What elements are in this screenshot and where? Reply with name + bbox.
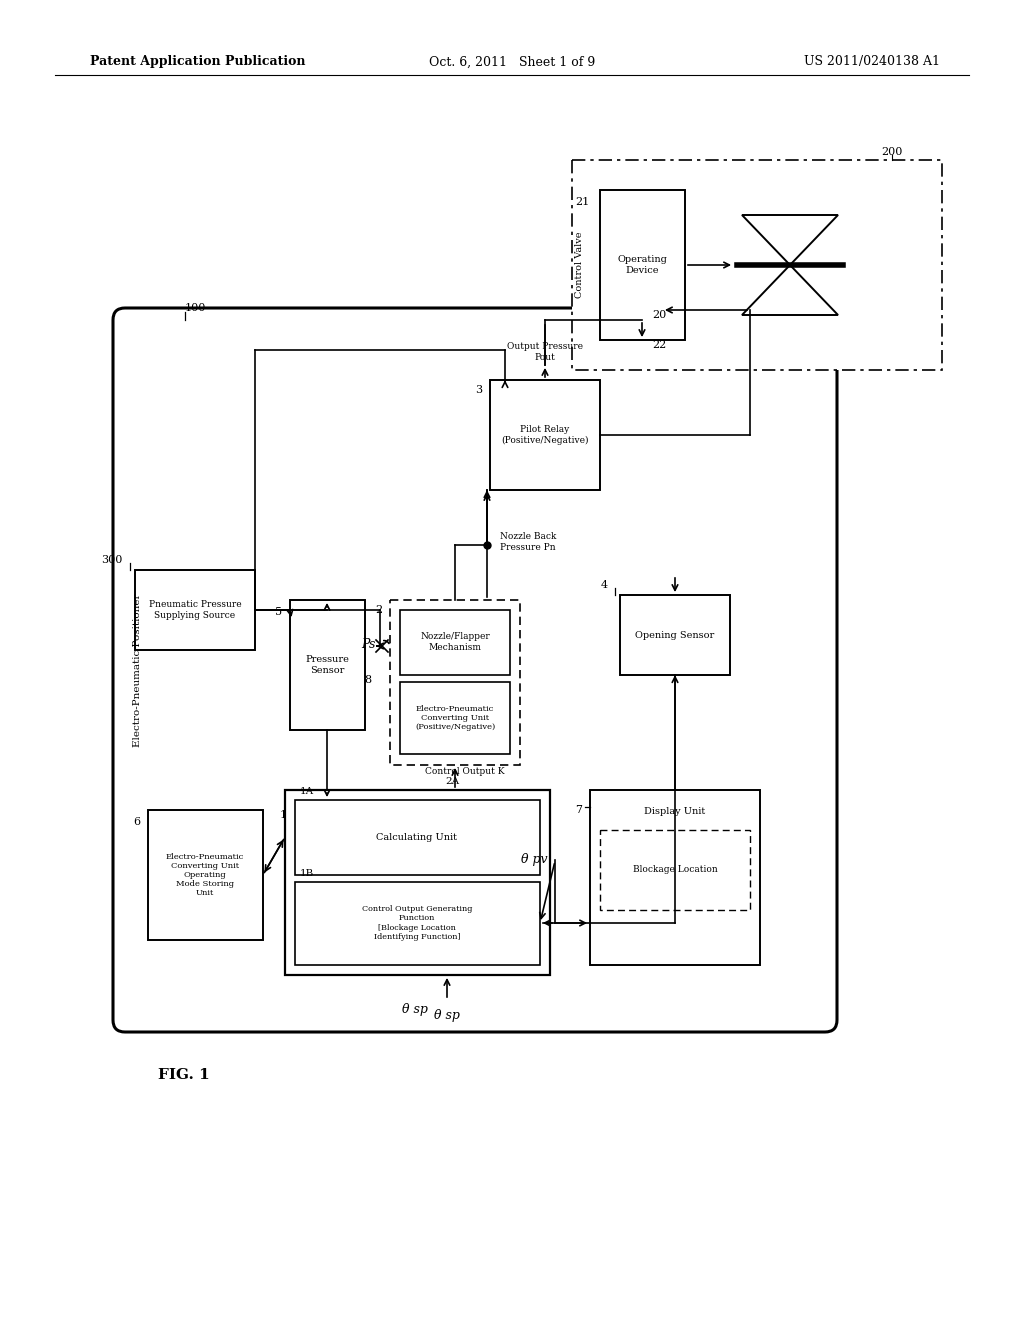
Text: US 2011/0240138 A1: US 2011/0240138 A1 (804, 55, 940, 69)
Bar (400, 610, 510, 675)
Text: 300: 300 (101, 554, 123, 565)
Text: 3: 3 (475, 385, 482, 395)
Bar (148, 810, 263, 940)
Bar (600, 830, 750, 909)
Text: 1A: 1A (300, 788, 314, 796)
Text: 2A: 2A (445, 777, 459, 787)
Bar (572, 160, 942, 370)
Text: 7: 7 (575, 805, 582, 814)
Text: 100: 100 (185, 304, 207, 313)
FancyBboxPatch shape (113, 308, 837, 1032)
Text: 20: 20 (652, 310, 667, 319)
Bar (295, 800, 540, 875)
Text: θ sp: θ sp (434, 1008, 460, 1022)
Bar (600, 190, 685, 341)
Bar (390, 601, 520, 766)
Text: Pneumatic Pressure
Supplying Source: Pneumatic Pressure Supplying Source (148, 601, 242, 619)
Text: Control Valve: Control Valve (575, 232, 585, 298)
Bar (590, 789, 760, 965)
Text: Control Output K: Control Output K (425, 767, 505, 776)
Text: Nozzle/Flapper
Mechanism: Nozzle/Flapper Mechanism (420, 632, 489, 652)
Text: Electro-Pneumatic
Converting Unit
Operating
Mode Storing
Unit: Electro-Pneumatic Converting Unit Operat… (166, 853, 244, 898)
Bar (285, 789, 550, 975)
Text: Blockage Location: Blockage Location (633, 866, 718, 874)
Text: Calculating Unit: Calculating Unit (377, 833, 458, 842)
Text: θ sp: θ sp (402, 1003, 428, 1016)
Text: θ pv: θ pv (521, 854, 548, 866)
Text: 8: 8 (365, 675, 372, 685)
Text: FIG. 1: FIG. 1 (158, 1068, 210, 1082)
Text: Output Pressure
Pout: Output Pressure Pout (507, 342, 583, 362)
Bar (490, 380, 600, 490)
Text: Opening Sensor: Opening Sensor (635, 631, 715, 639)
Text: 200: 200 (882, 147, 903, 157)
Text: 4: 4 (601, 579, 608, 590)
Text: Pilot Relay
(Positive/Negative): Pilot Relay (Positive/Negative) (502, 425, 589, 445)
Bar (295, 882, 540, 965)
Text: Pressure
Sensor: Pressure Sensor (305, 655, 349, 675)
Text: Control Output Generating
Function
[Blockage Location
Identifying Function]: Control Output Generating Function [Bloc… (361, 906, 472, 941)
Bar (135, 570, 255, 649)
Text: Display Unit: Display Unit (644, 808, 706, 817)
Bar (290, 601, 365, 730)
Text: Operating
Device: Operating Device (617, 255, 667, 275)
Text: 22: 22 (652, 341, 667, 350)
Text: 1: 1 (280, 810, 287, 820)
Text: Nozzle Back
Pressure Pn: Nozzle Back Pressure Pn (500, 532, 556, 552)
Bar (620, 595, 730, 675)
Text: 1B: 1B (300, 870, 314, 879)
Text: Electro-Pneumatic
Converting Unit
(Positive/Negative): Electro-Pneumatic Converting Unit (Posit… (415, 705, 496, 731)
Bar (400, 682, 510, 754)
Text: 5: 5 (274, 607, 282, 616)
Text: 6: 6 (133, 817, 140, 828)
Text: 2: 2 (375, 605, 382, 615)
Text: Oct. 6, 2011   Sheet 1 of 9: Oct. 6, 2011 Sheet 1 of 9 (429, 55, 595, 69)
Text: Electro-Pneumatic Positioner: Electro-Pneumatic Positioner (132, 593, 141, 747)
Text: Patent Application Publication: Patent Application Publication (90, 55, 305, 69)
Text: Ps: Ps (360, 639, 375, 652)
Text: 21: 21 (575, 197, 590, 207)
